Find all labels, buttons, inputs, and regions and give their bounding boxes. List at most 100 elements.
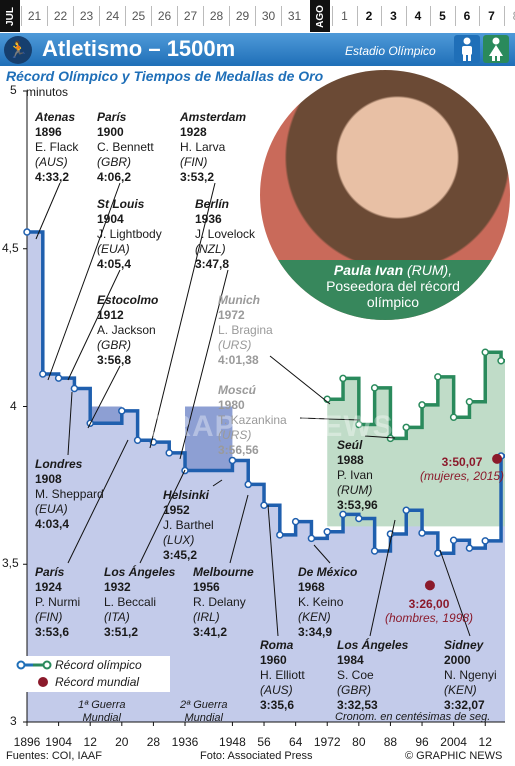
men-point bbox=[23, 228, 31, 236]
leader-line bbox=[439, 549, 471, 637]
x-tick-label: 1972 bbox=[313, 735, 341, 749]
day-ago-1[interactable]: 1 bbox=[332, 6, 356, 26]
leader-line bbox=[67, 439, 129, 564]
watermark: GRAPHIC NEWS bbox=[145, 410, 394, 443]
games-label-1988: Seúl 1988 P. Ivan (RUM) 3:53,96 bbox=[337, 438, 378, 512]
day-ago-2[interactable]: 2 bbox=[356, 6, 381, 26]
day-jul-24[interactable]: 24 bbox=[99, 6, 125, 26]
women-point bbox=[497, 357, 505, 365]
x-tick-label: 2004 bbox=[440, 735, 467, 749]
men-point bbox=[260, 501, 268, 510]
x-tick-label: 88 bbox=[383, 735, 398, 749]
leader-line bbox=[35, 182, 61, 240]
games-label-1908: Londres 1908 M. Sheppard (EUA) 4:03,4 bbox=[35, 457, 104, 531]
y-tick-label: 4 bbox=[10, 398, 17, 413]
x-tick-label: 56 bbox=[257, 735, 271, 749]
leader-line bbox=[149, 182, 216, 449]
men-point bbox=[449, 536, 458, 545]
day-jul-29[interactable]: 29 bbox=[229, 6, 255, 26]
footer-photo: Foto: Associated Press bbox=[200, 750, 313, 762]
legend-olympic: Récord olímpico bbox=[55, 658, 142, 672]
women-point bbox=[355, 420, 363, 429]
leader-line bbox=[369, 519, 396, 637]
men-point bbox=[70, 384, 79, 393]
legend: Récord olímpico Récord mundial bbox=[15, 656, 170, 692]
x-tick-label: 1936 bbox=[171, 735, 199, 749]
day-jul-23[interactable]: 23 bbox=[73, 6, 99, 26]
men-point bbox=[465, 544, 474, 552]
month-jul: JUL bbox=[0, 0, 20, 32]
women-record-line bbox=[327, 350, 505, 441]
war2-note: 2ª Guerra Mundial bbox=[180, 699, 228, 724]
games-label-1972: Munich 1972 L. Bragina (URS) 4:01,38 bbox=[218, 293, 273, 367]
day-jul-22[interactable]: 22 bbox=[47, 6, 73, 26]
men-point bbox=[291, 517, 300, 526]
chrono-note: Cronom. en centésimas de seg. bbox=[335, 711, 491, 723]
women-point bbox=[449, 413, 458, 421]
day-ago-8[interactable]: 8 bbox=[503, 6, 515, 26]
day-jul-30[interactable]: 30 bbox=[255, 6, 281, 26]
leader-line bbox=[229, 494, 249, 564]
women-area bbox=[327, 352, 505, 527]
leader-line bbox=[267, 504, 279, 637]
legend-world: Récord mundial bbox=[55, 675, 140, 689]
games-label-1984: Los Ángeles 1984 S. Coe (GBR) 3:32,53 bbox=[337, 638, 409, 712]
games-label-2000: Sidney 2000 N. Ngenyi (KEN) 3:32,07 bbox=[444, 638, 497, 712]
x-tick-label: 12 bbox=[478, 735, 492, 749]
leader-line bbox=[47, 182, 121, 381]
day-jul-25[interactable]: 25 bbox=[125, 6, 151, 26]
leader-line bbox=[212, 479, 223, 487]
day-ago-5[interactable]: 5 bbox=[430, 6, 454, 26]
footer-sources: Fuentes: COI, IAAF bbox=[6, 750, 102, 762]
world-record-marker-hombres bbox=[424, 580, 435, 591]
y-axis-label: minutos bbox=[26, 85, 69, 99]
women-point bbox=[370, 384, 379, 392]
men-point bbox=[54, 374, 63, 382]
games-label-1936: Berlín 1936 J. Lovelock (NZL) 3:47,8 bbox=[195, 197, 256, 271]
women-point bbox=[402, 423, 410, 432]
wr-women-label: 3:50,07 (mujeres, 2015) bbox=[420, 455, 505, 483]
day-ago-7[interactable]: 7 bbox=[479, 6, 503, 26]
men-point bbox=[418, 529, 426, 537]
day-ago-3[interactable]: 3 bbox=[381, 6, 405, 26]
men-point bbox=[276, 531, 284, 539]
men-point bbox=[244, 480, 252, 489]
games-label-1924: París 1924 P. Nurmi (FIN) 3:53,6 bbox=[35, 565, 81, 639]
men-point bbox=[118, 407, 126, 415]
x-tick-label: 64 bbox=[288, 735, 303, 749]
games-label-1912: Estocolmo 1912 A. Jackson (GBR) 3:56,8 bbox=[97, 293, 159, 367]
day-jul-26[interactable]: 26 bbox=[151, 6, 177, 26]
games-label-1980: Moscú 1980 T. Kazankina (URS) 3:56,56 bbox=[218, 383, 287, 457]
war1-note: 1ª Guerra Mundial bbox=[78, 699, 126, 724]
day-ago-4[interactable]: 4 bbox=[405, 6, 430, 26]
men-point bbox=[165, 449, 173, 457]
men-point bbox=[339, 510, 347, 519]
y-tick-label: 3 bbox=[10, 714, 17, 728]
games-label-1896: Atenas 1896 E. Flack (AUS) 4:33,2 bbox=[35, 110, 79, 184]
men-point bbox=[307, 534, 316, 543]
games-label-1960: Roma 1960 H. Elliott (AUS) 3:35,6 bbox=[260, 638, 305, 712]
games-label-1968: De México 1968 K. Keino (KEN) 3:34,9 bbox=[298, 565, 358, 639]
day-jul-31[interactable]: 31 bbox=[281, 6, 307, 26]
games-label-1928: Amsterdam 1928 H. Larva (FIN) 3:53,2 bbox=[180, 110, 247, 184]
games-label-1956: Melbourne 1956 R. Delany (IRL) 3:41,2 bbox=[193, 565, 254, 639]
men-area bbox=[27, 232, 505, 722]
day-jul-27[interactable]: 27 bbox=[177, 6, 203, 26]
leader-line bbox=[139, 469, 186, 564]
games-label-1932: Los Ángeles 1932 L. Beccali (ITA) 3:51,2 bbox=[104, 565, 176, 639]
men-point bbox=[481, 537, 489, 545]
women-point bbox=[434, 373, 442, 381]
athlete-photo bbox=[260, 70, 510, 320]
x-tick-label: 12 bbox=[83, 735, 97, 749]
men-point bbox=[355, 514, 363, 523]
day-ago-6[interactable]: 6 bbox=[454, 6, 479, 26]
page-title: Atletismo – 1500m bbox=[42, 36, 236, 61]
men-point bbox=[402, 506, 410, 515]
leader-line bbox=[87, 365, 121, 429]
y-tick-label: 5 bbox=[10, 83, 17, 97]
day-jul-21[interactable]: 21 bbox=[21, 6, 47, 26]
runner-icon: 🏃 bbox=[4, 36, 32, 64]
day-jul-28[interactable]: 28 bbox=[203, 6, 229, 26]
games-label-1952: Helsinki 1952 J. Barthel (LUX) 3:45,2 bbox=[163, 488, 214, 562]
